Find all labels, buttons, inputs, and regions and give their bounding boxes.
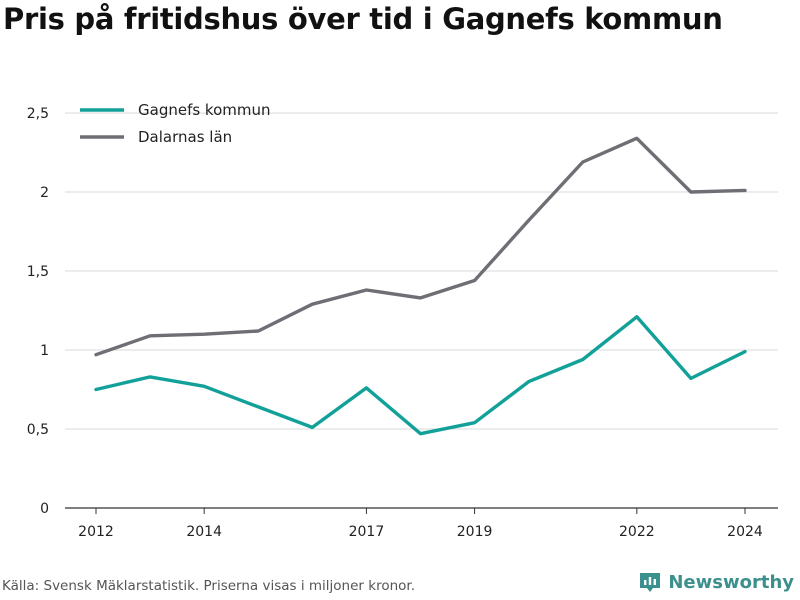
series-line-1 — [94, 136, 747, 357]
x-tick-label: 2022 — [619, 524, 655, 540]
y-tick-label: 1 — [40, 343, 49, 359]
x-tick-label: 2017 — [349, 524, 385, 540]
source-note: Källa: Svensk Mäklarstatistik. Priserna … — [2, 578, 416, 594]
y-tick-label: 1,5 — [27, 264, 49, 280]
x-axis-ticks: 2012 2014 2017 2019 2022 2024 — [78, 508, 763, 540]
series-lines — [94, 136, 747, 436]
series-line-0 — [94, 315, 747, 436]
brand-name: Newsworthy — [668, 571, 794, 593]
y-tick-label: 2,5 — [27, 106, 49, 122]
legend: Gagnefs kommun Dalarnas län — [80, 101, 271, 146]
grid-lines — [65, 112, 778, 509]
x-tick-label: 2019 — [457, 524, 493, 540]
x-tick-label: 2014 — [186, 524, 222, 540]
chart-title: Pris på fritidshus över tid i Gagnefs ko… — [3, 2, 723, 36]
y-tick-label: 0,5 — [27, 422, 49, 438]
legend-label: Dalarnas län — [138, 128, 232, 146]
legend-label: Gagnefs kommun — [138, 101, 271, 119]
y-tick-label: 2 — [40, 185, 49, 201]
y-axis-ticks: 0 0,5 1 1,5 2 2,5 — [27, 106, 49, 517]
y-tick-label: 0 — [40, 501, 49, 517]
newsworthy-logo-icon — [640, 573, 661, 592]
x-tick-label: 2012 — [78, 524, 114, 540]
x-tick-label: 2024 — [727, 524, 763, 540]
brand-logo[interactable]: Newsworthy — [638, 570, 794, 594]
